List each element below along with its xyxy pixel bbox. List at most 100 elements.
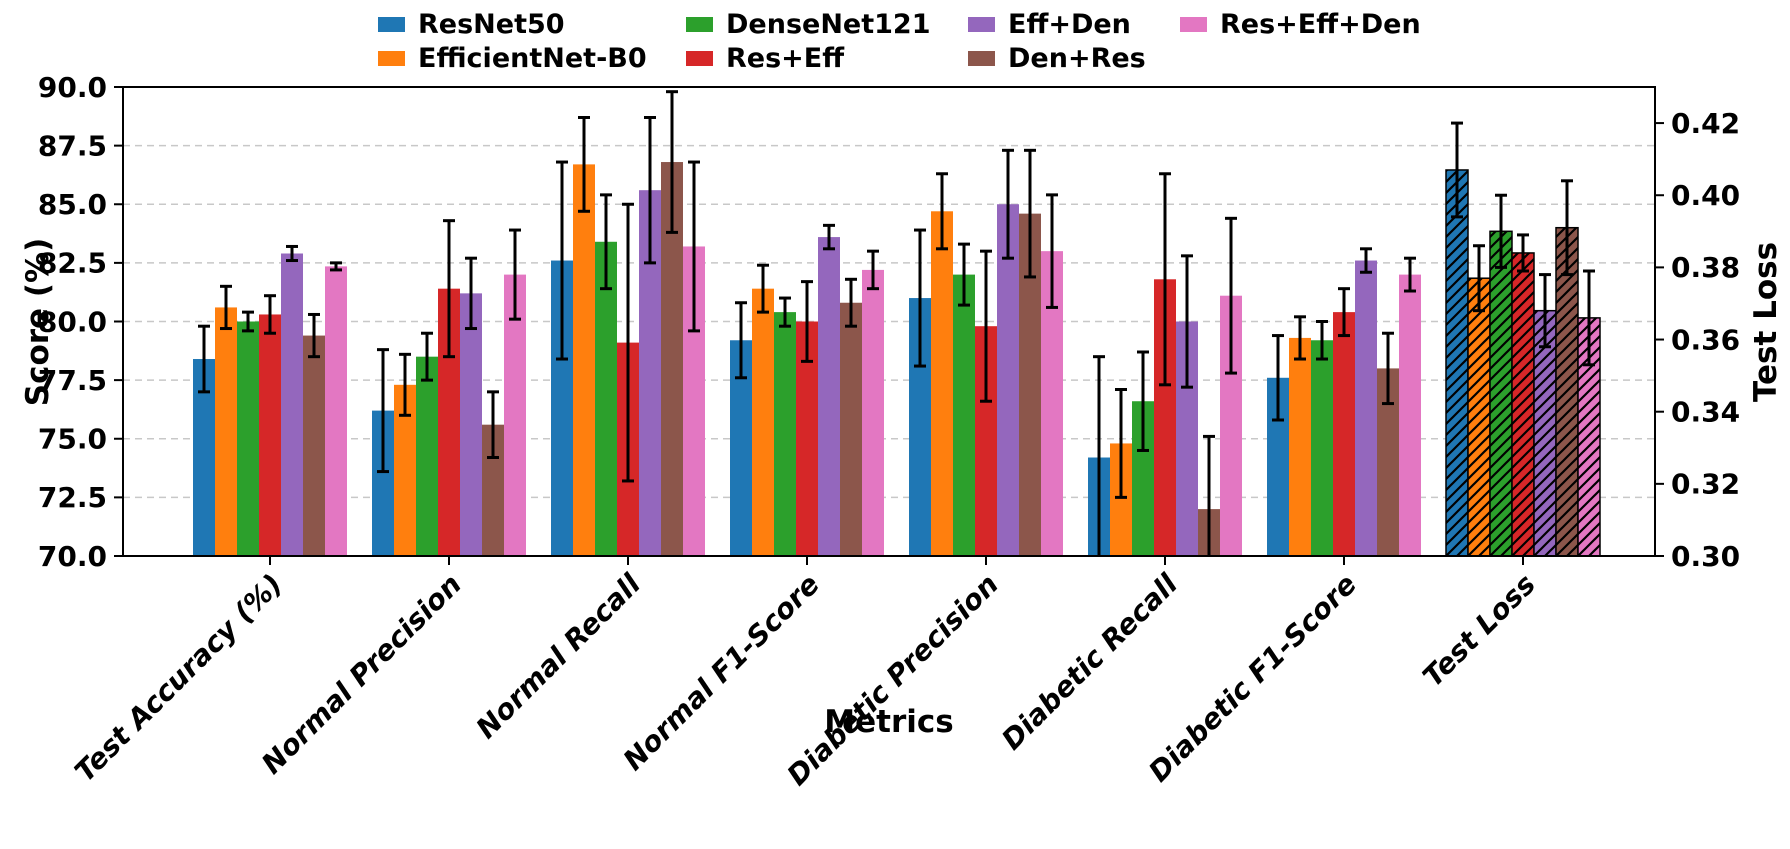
bar-efficientnet-b0-diabetic-precision: [931, 211, 953, 556]
legend-swatch-icon: [1180, 16, 1207, 32]
bar-hatch-efficientnet-b0-test-loss: [1467, 277, 1491, 557]
bar-hatch-res-eff-test-loss: [1511, 252, 1535, 557]
y-left-tick-label: 90.0: [38, 71, 107, 104]
bar-densenet121-test-accuracy: [237, 321, 259, 556]
error-bar: [1024, 148, 1036, 279]
bar-eff-den-diabetic-f1-score: [1355, 260, 1377, 556]
error-bar: [1093, 355, 1105, 556]
bar-res-eff-normal-f1-score: [796, 321, 818, 556]
error-bar: [1473, 244, 1485, 313]
legend-swatch-icon: [968, 16, 995, 32]
bar-densenet121-normal-f1-score: [774, 312, 796, 556]
bar-densenet121-diabetic-f1-score: [1311, 340, 1333, 556]
error-bar: [958, 242, 970, 307]
error-bar: [735, 301, 747, 380]
legend-swatch-icon: [378, 50, 405, 66]
error-bar: [399, 352, 411, 417]
error-bar: [1159, 172, 1171, 387]
bar-res-eff-den-test-accuracy: [325, 266, 347, 556]
error-bar: [465, 256, 477, 331]
error-bar: [644, 115, 656, 265]
error-bar: [198, 324, 210, 394]
error-bar: [1046, 193, 1058, 309]
y-left-tick-label: 77.5: [38, 364, 107, 397]
bar-res-eff-den-diabetic-recall: [1220, 295, 1242, 556]
error-bar: [1451, 121, 1463, 219]
bar-efficientnet-b0-normal-recall: [573, 164, 595, 556]
bar-efficientnet-b0-diabetic-f1-score: [1289, 337, 1311, 556]
error-bar: [936, 172, 948, 251]
y-right-tick-label: 0.34: [1671, 395, 1740, 428]
error-bar: [421, 331, 433, 382]
error-bar: [914, 228, 926, 368]
error-bar: [1495, 193, 1507, 269]
legend-item-eff-den: Eff+Den: [968, 8, 1131, 40]
error-bar: [556, 160, 568, 361]
legend-item-resnet50: ResNet50: [378, 8, 565, 40]
y-left-tick-label: 72.5: [38, 481, 107, 514]
bar-efficientnet-b0-diabetic-recall: [1110, 443, 1132, 556]
bar-efficientnet-b0-test-accuracy: [215, 307, 237, 556]
error-bar: [220, 284, 232, 331]
error-bar: [980, 249, 992, 403]
bar-res-eff-den-diabetic-f1-score: [1399, 274, 1421, 556]
error-bar: [666, 90, 678, 234]
bar-resnet50-normal-precision: [372, 410, 394, 556]
error-bar: [377, 348, 389, 474]
error-bar: [1539, 273, 1551, 349]
error-bar: [779, 296, 791, 328]
x-tick-label: Normal Recall: [470, 567, 648, 745]
bar-densenet121-diabetic-recall: [1132, 401, 1154, 556]
y-right-tick-label: 0.36: [1671, 323, 1740, 356]
error-bar: [242, 310, 254, 333]
error-bar: [1225, 216, 1237, 375]
error-bar: [823, 223, 835, 251]
error-bar: [688, 160, 700, 333]
error-bar: [308, 312, 320, 359]
x-axis-title: Metrics: [824, 704, 954, 740]
bar-den-res-test-accuracy: [303, 335, 325, 556]
error-bar: [1404, 256, 1416, 293]
y-axis-right-title: Test Loss: [1748, 241, 1784, 403]
legend-label: DenseNet121: [726, 8, 931, 40]
bar-res-eff-diabetic-f1-score: [1333, 312, 1355, 556]
bar-efficientnet-b0-normal-f1-score: [752, 288, 774, 556]
bar-eff-den-test-accuracy: [281, 253, 303, 556]
error-bar: [600, 193, 612, 291]
error-bar: [1382, 331, 1394, 406]
bar-den-res-normal-recall: [661, 162, 683, 557]
bar-resnet50-diabetic-precision: [909, 298, 931, 556]
bar-efficientnet-b0-normal-precision: [394, 384, 416, 556]
error-bar: [443, 219, 455, 359]
bar-hatch-resnet50-test-loss: [1445, 169, 1469, 557]
bar-resnet50-diabetic-f1-score: [1267, 377, 1289, 556]
y-right-tick-label: 0.40: [1671, 179, 1740, 212]
legend-swatch-icon: [378, 16, 405, 32]
y-left-tick-label: 80.0: [38, 305, 107, 338]
bar-den-res-diabetic-f1-score: [1377, 368, 1399, 556]
bar-res-eff-den-normal-recall: [683, 246, 705, 556]
error-bar: [1338, 287, 1350, 338]
y-left-tick-label: 70.0: [38, 540, 107, 573]
error-bar: [509, 228, 521, 321]
error-bar: [1115, 388, 1127, 499]
error-bar: [330, 261, 342, 272]
y-left-tick-label: 82.5: [38, 247, 107, 280]
y-left-tick-label: 85.0: [38, 188, 107, 221]
error-bar: [1316, 320, 1328, 361]
legend-item-res-eff-den: Res+Eff+Den: [1180, 8, 1421, 40]
bar-den-res-diabetic-precision: [1019, 213, 1041, 556]
error-bar: [1272, 334, 1284, 422]
bar-res-eff-diabetic-precision: [975, 326, 997, 556]
bar-hatch-densenet121-test-loss: [1489, 230, 1513, 557]
y-left-tick-label: 75.0: [38, 423, 107, 456]
bar-res-eff-den-normal-precision: [504, 274, 526, 556]
y-axis-left-title: Score (%): [20, 237, 56, 407]
bar-eff-den-diabetic-precision: [997, 204, 1019, 556]
error-bar: [487, 390, 499, 460]
error-bar: [1294, 315, 1306, 361]
bar-eff-den-normal-precision: [460, 293, 482, 556]
bar-eff-den-normal-recall: [639, 190, 661, 556]
error-bar: [1181, 254, 1193, 389]
